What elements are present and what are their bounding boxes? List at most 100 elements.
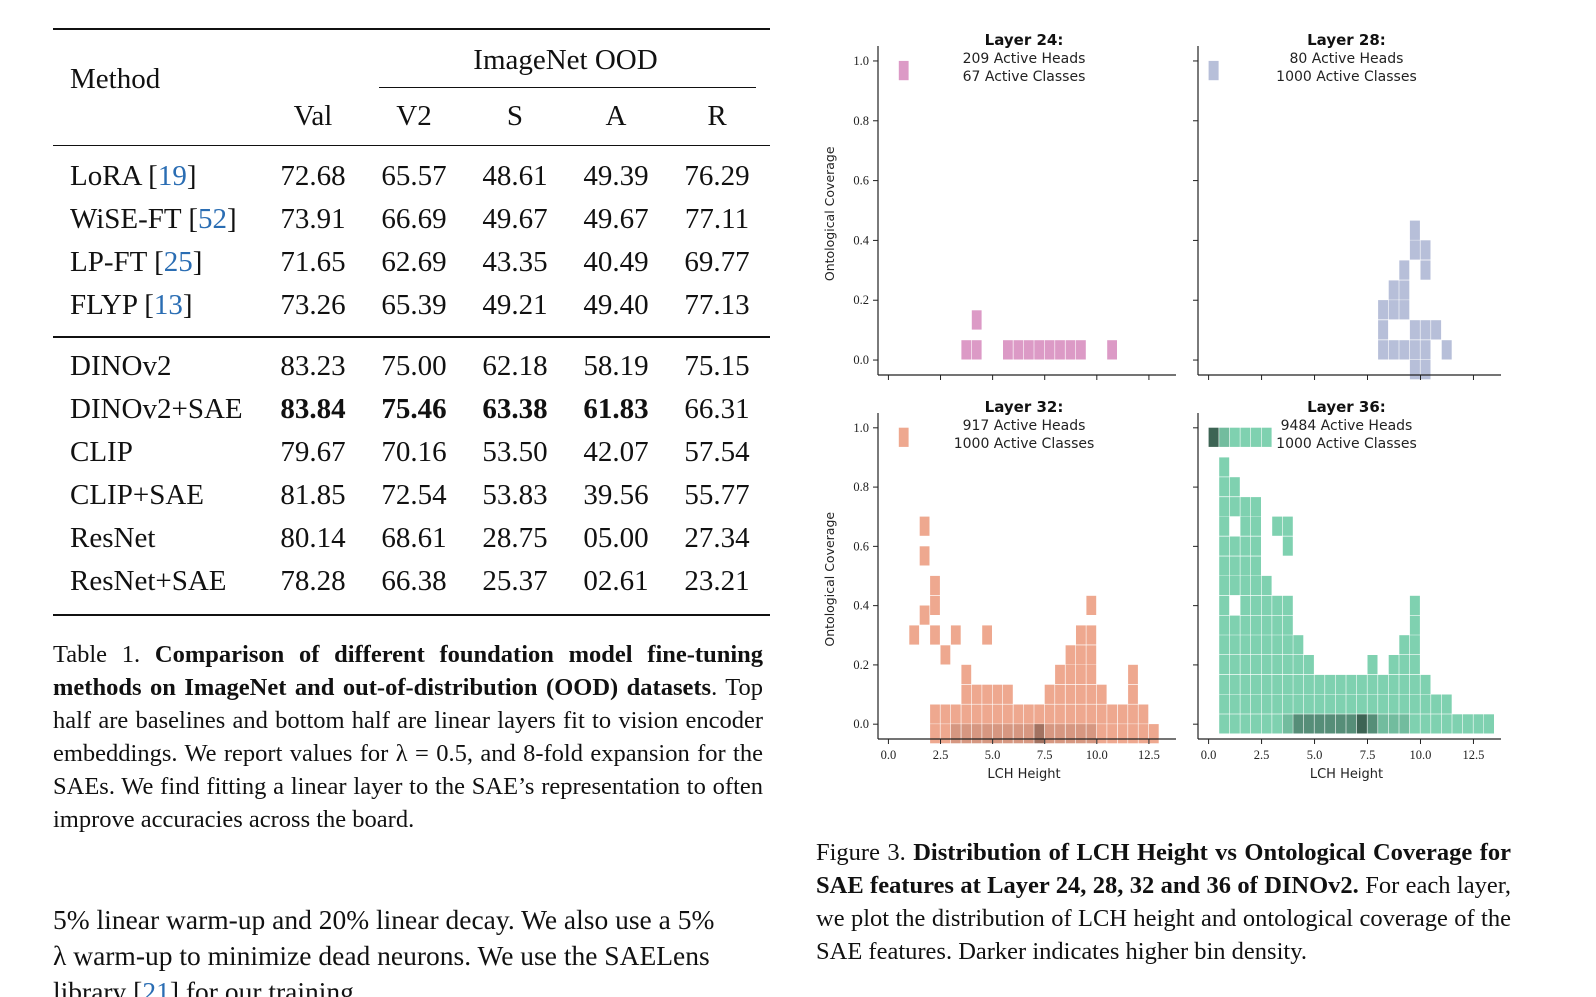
value-cell: 49.21 bbox=[482, 289, 548, 322]
heatmap-bin bbox=[1013, 724, 1024, 744]
heatmap-bin bbox=[1484, 714, 1494, 734]
value-cell: 80.14 bbox=[280, 521, 346, 554]
heatmap-bin bbox=[1420, 714, 1431, 734]
x-tick-label: 12.5 bbox=[1138, 748, 1160, 762]
x-tick-label: 10.0 bbox=[1086, 748, 1108, 762]
panel-subtitle: 1000 Active Classes bbox=[1276, 436, 1417, 452]
heatmap-bin bbox=[1261, 674, 1272, 695]
heatmap-bin bbox=[982, 724, 992, 744]
heatmap-bin bbox=[971, 340, 982, 360]
value-cell: 72.54 bbox=[381, 478, 447, 511]
heatmap-bin bbox=[1076, 684, 1086, 704]
heatmap-bin bbox=[1128, 664, 1138, 684]
heatmap-bin bbox=[1219, 615, 1230, 635]
y-tick-label: 1.0 bbox=[853, 54, 869, 68]
value-cell: 75.46 bbox=[381, 392, 447, 425]
heatmap-bin bbox=[1399, 714, 1410, 734]
method-name: CLIP+SAE bbox=[70, 478, 204, 511]
heatmap-panel: 0.0 0.2 0.4 0.6 0.8 1.0 0.0 2.5 5.0 7.5 10.0 12.5 La… bbox=[822, 398, 1176, 782]
heatmap-panel: Layer 28: 80 Active Heads 1000 Active Clas… bbox=[1193, 31, 1501, 380]
heatmap-bin bbox=[1251, 674, 1261, 695]
heatmap-bin bbox=[1229, 714, 1240, 734]
method-name: FLYP bbox=[70, 289, 137, 322]
heatmap-bin bbox=[971, 724, 982, 744]
heatmap-bin bbox=[1251, 694, 1261, 714]
heatmap-bin bbox=[1219, 497, 1230, 517]
heatmap-bin bbox=[1409, 340, 1420, 360]
heatmap-bin bbox=[1219, 477, 1230, 497]
heatmap-bin bbox=[1251, 575, 1261, 596]
heatmap-bin bbox=[1378, 340, 1389, 360]
value-cell: 55.77 bbox=[684, 478, 750, 511]
value-cell: 81.85 bbox=[280, 478, 346, 511]
heatmap-bin bbox=[1399, 340, 1410, 360]
citation-link[interactable]: 19 bbox=[157, 160, 187, 193]
header-group-rule bbox=[379, 87, 756, 89]
table-body-linear: DINOv2 83.23 75.00 62.18 58.19 75.15 DINOv2+SA… bbox=[53, 346, 770, 604]
panel-title: Layer 24: bbox=[985, 31, 1064, 49]
table-caption: Table 1. Comparison of different foundat… bbox=[53, 638, 763, 836]
heatmap-bin bbox=[1240, 714, 1251, 734]
value-cell: 49.67 bbox=[583, 203, 649, 236]
heatmap-bin bbox=[1251, 556, 1261, 576]
citation-link[interactable]: 13 bbox=[153, 289, 183, 322]
heatmap-bin bbox=[1282, 655, 1293, 675]
heatmap-bin bbox=[1441, 694, 1452, 714]
heatmap-bin bbox=[1219, 714, 1230, 734]
heatmap-bin bbox=[940, 645, 951, 665]
table-caption-label: Table 1. bbox=[53, 641, 141, 668]
heatmap-bin bbox=[1282, 635, 1293, 655]
heatmap-bin bbox=[1399, 655, 1410, 675]
heatmap-bin bbox=[1240, 427, 1251, 447]
heatmap-bin bbox=[1107, 704, 1117, 724]
y-tick-label: 1.0 bbox=[853, 421, 869, 435]
heatmap-bin bbox=[961, 724, 972, 744]
heatmap-bin bbox=[1303, 674, 1314, 695]
method-name: CLIP bbox=[70, 435, 133, 468]
table-caption-title: Comparison of different foundation model… bbox=[53, 641, 764, 701]
heatmap-bin bbox=[1055, 704, 1065, 724]
heatmap-bin bbox=[1314, 694, 1325, 714]
heatmap-bin bbox=[950, 704, 961, 724]
value-cell: 77.11 bbox=[684, 203, 750, 236]
heatmap-bin bbox=[1399, 694, 1410, 714]
heatmap-bin bbox=[1335, 694, 1346, 714]
heatmap-bin bbox=[1314, 674, 1325, 695]
heatmap-bin bbox=[1034, 340, 1045, 360]
x-tick-label: 10.0 bbox=[1410, 748, 1432, 762]
value-cell: 02.61 bbox=[583, 564, 649, 597]
heatmap-bin bbox=[1409, 694, 1420, 714]
citation-link[interactable]: 52 bbox=[198, 203, 228, 236]
figure-caption-title: Distribution of LCH Height vs Ontologica… bbox=[816, 839, 1512, 899]
heatmap-bin bbox=[1086, 625, 1097, 645]
x-axis-label: LCH Height bbox=[987, 767, 1060, 782]
heatmap-bin bbox=[1107, 724, 1117, 744]
citation-link[interactable]: 21 bbox=[142, 976, 170, 997]
citation-link[interactable]: 25 bbox=[163, 246, 193, 279]
heatmap-bin bbox=[1229, 497, 1240, 517]
heatmap-bin bbox=[930, 595, 940, 615]
table-row: WiSE-FT [52] 73.91 66.69 49.67 49.67 77.11 bbox=[53, 199, 770, 242]
value-cell: 76.29 bbox=[684, 160, 750, 193]
x-tick-label: 0.0 bbox=[881, 748, 897, 762]
heatmap-bin bbox=[1023, 704, 1034, 724]
value-cell: 62.18 bbox=[482, 349, 548, 382]
y-tick-label: 0.2 bbox=[853, 658, 869, 672]
heatmap-bin bbox=[1219, 556, 1230, 576]
heatmap-bin bbox=[1303, 694, 1314, 714]
heatmap-bin bbox=[1240, 674, 1251, 695]
heatmap-bin bbox=[1229, 615, 1240, 635]
heatmap-bin bbox=[1356, 694, 1367, 714]
value-cell: 53.83 bbox=[482, 478, 548, 511]
heatmap-bin bbox=[1420, 260, 1431, 280]
heatmap-bin bbox=[1240, 575, 1251, 596]
heatmap-bin bbox=[1409, 674, 1420, 695]
heatmap-bin bbox=[982, 684, 992, 704]
value-cell: 75.15 bbox=[684, 349, 750, 382]
table-row: FLYP [13] 73.26 65.39 49.21 49.40 77.13 bbox=[53, 285, 770, 328]
heatmap-bin bbox=[1335, 714, 1346, 734]
heatmap-bin bbox=[1378, 714, 1389, 734]
heatmap-bin bbox=[1378, 320, 1389, 340]
heatmap-bin bbox=[1272, 595, 1283, 615]
panel-title: Layer 36: bbox=[1307, 398, 1386, 416]
